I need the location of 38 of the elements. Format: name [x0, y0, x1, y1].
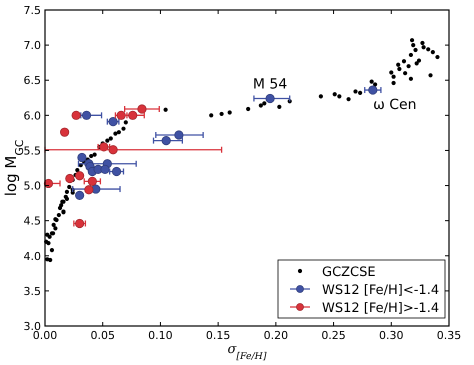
annotation: M 54	[252, 76, 288, 92]
y-tick-label: 5.0	[24, 180, 41, 193]
y-tick-label: 4.5	[24, 214, 41, 228]
point	[75, 218, 84, 228]
annotation: ω Cen	[373, 97, 417, 114]
x-tick-label: 0.25	[321, 329, 346, 342]
y-tick-label: 6.5	[24, 74, 41, 88]
x-tick-label: 0.05	[90, 329, 115, 342]
y-tick-label: 4.0	[24, 250, 41, 263]
y-tick-label: 7.5	[24, 4, 41, 17]
point	[60, 128, 70, 137]
x-tick-label: 0.15	[206, 329, 230, 342]
y-tick-label: 3.5	[24, 284, 41, 298]
x-tick-label: 0.30	[379, 329, 404, 342]
legend-label: WS12 [Fe/H]<-1.4	[322, 283, 440, 298]
point	[108, 117, 118, 126]
point	[75, 171, 84, 180]
point	[368, 85, 378, 95]
point	[75, 190, 84, 200]
y-tick-label: 7.0	[24, 39, 41, 52]
x-tick-label: 0.20	[264, 329, 288, 342]
point	[112, 166, 122, 176]
x-tick-label: 0.35	[436, 329, 462, 342]
point	[77, 152, 87, 162]
point	[88, 176, 97, 186]
y-tick-label: 5.5	[24, 144, 41, 158]
point	[174, 130, 184, 140]
legend-label: GCZCSE	[322, 265, 376, 280]
y-tick-label: 6.0	[24, 109, 41, 122]
x-tick-label: 0.00	[32, 329, 58, 342]
x-axis-title: σ$_{[Fe/H]}$	[228, 342, 267, 362]
point	[137, 104, 147, 114]
point	[65, 174, 74, 184]
x-tick-label: 0.10	[148, 329, 173, 342]
point	[84, 185, 94, 194]
legend-label: WS12 [Fe/H]>-1.4	[322, 301, 440, 316]
point	[265, 94, 275, 104]
point	[162, 136, 171, 146]
